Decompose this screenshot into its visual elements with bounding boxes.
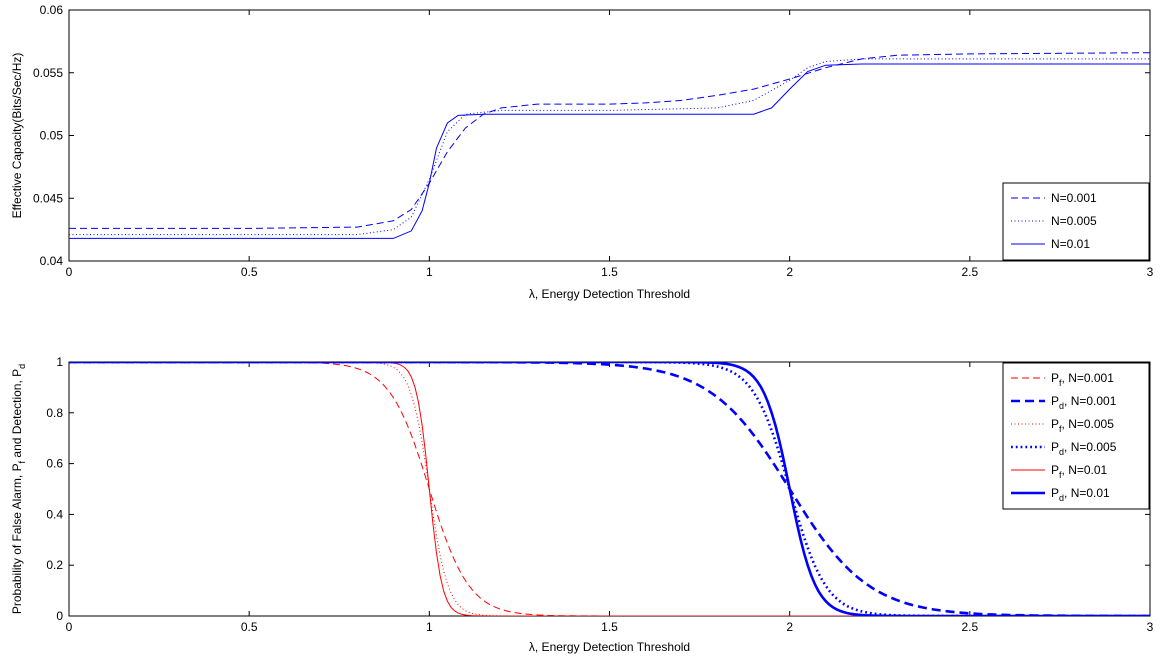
y-tick-label: 0.045 (33, 191, 63, 205)
legend-label: N=0.01 (1051, 237, 1090, 251)
legend-label: Pf, N=0.001 (1051, 371, 1114, 388)
x-tick-label: 0.5 (241, 620, 258, 634)
x-tick-label: 0 (66, 620, 73, 634)
y-tick-label: 0.8 (46, 406, 63, 420)
legend-label: N=0.005 (1051, 214, 1097, 228)
x-tick-label: 3 (1147, 620, 1154, 634)
y-tick-label: 0 (56, 609, 63, 623)
y-tick-label: 0.2 (46, 558, 63, 572)
legend-label: Pd, N=0.01 (1051, 486, 1110, 503)
y-axis-label: Effective Capacity(Bits/Sec/Hz) (10, 53, 24, 219)
legend-box (1002, 362, 1150, 510)
x-tick-label: 0 (66, 265, 73, 279)
x-tick-label: 3 (1147, 265, 1154, 279)
x-tick-label: 2.5 (961, 620, 978, 634)
y-tick-label: 0.4 (46, 507, 63, 521)
legend: N=0.001 N=0.005 N=0.01 (1002, 182, 1150, 261)
y-tick-label: 0.05 (40, 129, 64, 143)
legend-label: Pd, N=0.005 (1051, 440, 1117, 457)
x-tick-label: 1 (426, 265, 433, 279)
series-line-2 (69, 362, 1150, 616)
legend-label: Pd, N=0.001 (1051, 394, 1117, 411)
x-tick-label: 1.5 (601, 265, 618, 279)
chart-1: 0 0.5 1 1.5 2 2.5 3 0.04 0.045 0.05 0.055 0.06 λ, En… (10, 3, 1154, 301)
series-line-3 (69, 63, 1150, 239)
x-tick-label: 0.5 (241, 265, 258, 279)
chart-2: 0 0.5 1 1.5 2 2.5 3 0 0.2 0.4 0.6 0.8 1 λ, Energy Det… (10, 355, 1154, 654)
y-tick-label: 1 (56, 355, 63, 369)
x-tick-label: 1.5 (601, 620, 618, 634)
x-tick-label: 2.5 (961, 265, 978, 279)
legend-box (1002, 182, 1150, 261)
x-tick-label: 1 (426, 620, 433, 634)
y-tick-label: 0.6 (46, 457, 63, 471)
x-tick-label: 2 (786, 620, 793, 634)
plot-area (68, 9, 1151, 262)
x-axis-label: λ, Energy Detection Threshold (529, 640, 690, 654)
legend-label: N=0.001 (1051, 191, 1097, 205)
legend-label: Pf, N=0.005 (1051, 417, 1114, 434)
y-axis-label: Probability of False Alarm, Pf and Detec… (10, 364, 27, 614)
y-tick-label: 0.04 (40, 254, 64, 268)
plot-area (68, 361, 1151, 617)
series-line-2 (69, 58, 1150, 236)
x-tick-label: 2 (786, 265, 793, 279)
legend: Pf, N=0.001 Pd, N=0.001 Pf, N=0.005 Pd, N=0… (1002, 362, 1150, 510)
x-axis-label: λ, Energy Detection Threshold (529, 287, 690, 301)
legend-label: Pf, N=0.01 (1051, 463, 1108, 480)
y-tick-label: 0.055 (33, 66, 63, 80)
series-line-1 (69, 52, 1150, 229)
y-tick-label: 0.06 (40, 3, 64, 17)
